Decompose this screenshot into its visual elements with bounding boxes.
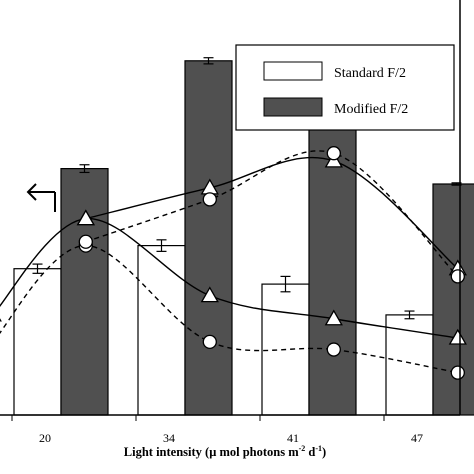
bar-modified-34 bbox=[184, 60, 233, 416]
axes-group bbox=[0, 0, 461, 416]
bar-modified-41 bbox=[308, 94, 357, 416]
circle-marker bbox=[450, 365, 465, 380]
x-tick-label-20: 20 bbox=[39, 431, 51, 445]
legend: Standard F/2 Modified F/2 bbox=[235, 44, 455, 131]
bar-modified-47 bbox=[432, 183, 474, 416]
x-tick-label-41: 41 bbox=[287, 431, 299, 445]
circle-marker bbox=[202, 192, 217, 207]
trend-line-triangle-2 bbox=[85, 156, 459, 270]
bar-modified-20 bbox=[60, 168, 109, 416]
circle-marker bbox=[78, 234, 93, 249]
x-tick-label-34: 34 bbox=[163, 431, 175, 445]
legend-swatch-modified bbox=[263, 97, 323, 117]
legend-label-standard: Standard F/2 bbox=[334, 66, 406, 81]
circle-marker bbox=[326, 342, 341, 357]
trend-line-circle-3 bbox=[85, 150, 459, 277]
bar-standard-47 bbox=[385, 314, 434, 416]
triangle-marker bbox=[324, 309, 343, 326]
x-ticks-group: 20 34 41 47 bbox=[11, 415, 423, 445]
bar-standard-34 bbox=[137, 245, 186, 416]
triangle-marker bbox=[448, 328, 467, 345]
trend-lines-group bbox=[0, 146, 467, 380]
circle-marker bbox=[450, 269, 465, 284]
triangle-marker bbox=[76, 209, 95, 226]
legend-label-modified: Modified F/2 bbox=[334, 102, 408, 117]
triangle-marker bbox=[200, 286, 219, 303]
arrow-annotation bbox=[26, 183, 56, 212]
legend-box bbox=[235, 44, 455, 131]
circle-marker bbox=[326, 146, 341, 161]
legend-swatch-standard bbox=[263, 61, 323, 81]
triangle-marker bbox=[0, 318, 2, 322]
bar-standard-20 bbox=[13, 268, 62, 416]
x-tick-label-47: 47 bbox=[411, 431, 423, 445]
circle-marker bbox=[202, 334, 217, 350]
x-axis-title: Light intensity (μ mol photons m-2 d-1) bbox=[124, 444, 326, 459]
